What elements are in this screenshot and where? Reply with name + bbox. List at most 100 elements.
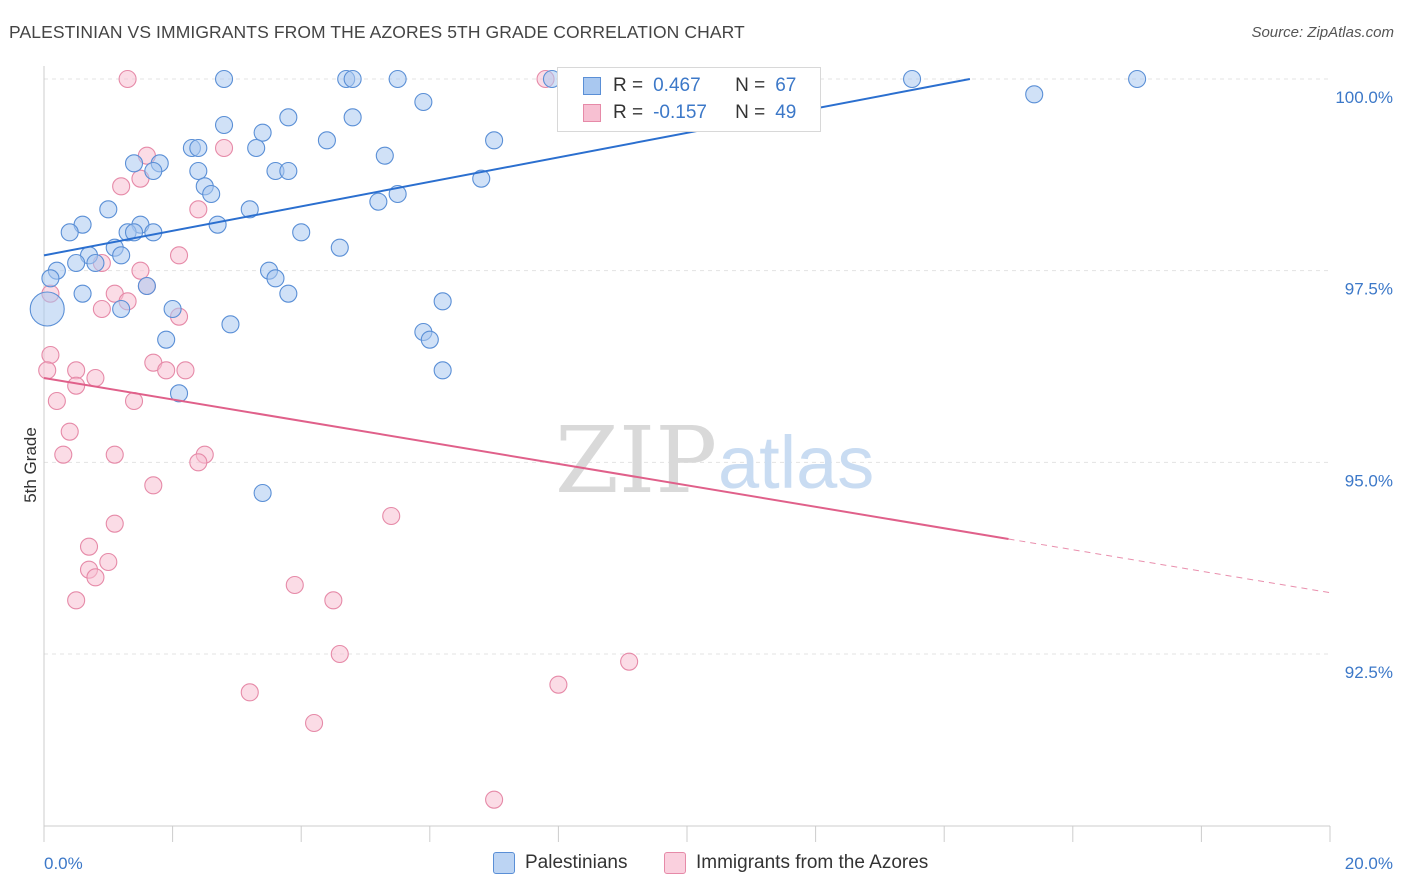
legend-r-label: R =	[613, 75, 644, 96]
azores-point	[99, 552, 118, 572]
palestinian-point	[317, 131, 336, 150]
y-axis-label: 5th Grade	[21, 427, 40, 503]
trend-lines	[43, 78, 1331, 594]
azores-point	[67, 591, 86, 610]
azores-point	[86, 568, 105, 587]
azores-point	[112, 177, 131, 196]
azores-trend-line	[43, 377, 1009, 540]
palestinian-point	[902, 69, 922, 89]
palestinian-point	[414, 92, 433, 112]
palestinian-point	[1025, 85, 1044, 104]
azores-point	[131, 261, 150, 280]
palestinian-point	[157, 330, 176, 349]
palestinian-point	[67, 253, 86, 273]
azores-point	[214, 138, 234, 158]
palestinian-point	[60, 223, 79, 242]
legend-item-palestinians[interactable]: Palestinians	[493, 852, 627, 874]
legend-row-palestinians: R = 0.467 N = 67	[583, 73, 796, 99]
palestinian-point	[1128, 69, 1147, 89]
palestinian-point	[137, 276, 156, 296]
azores-point	[324, 591, 343, 610]
azores-point	[189, 200, 208, 219]
palestinian-point	[163, 299, 182, 319]
palestinian-point	[240, 200, 259, 219]
palestinian-point	[41, 269, 60, 288]
azores-point	[620, 652, 639, 671]
x-tick-label: 0.0%	[44, 854, 83, 873]
watermark-zip: ZIP	[555, 407, 717, 514]
legend-r-value: 0.467	[653, 75, 701, 96]
palestinian-point	[253, 123, 272, 142]
azores-point	[485, 790, 504, 809]
azores-point	[189, 453, 208, 472]
tick-labels: 100.0% 97.5% 95.0% 92.5% 0.0% 20.0%	[44, 88, 1393, 873]
legend-swatch-pink	[583, 104, 601, 122]
palestinian-point	[330, 238, 349, 257]
y-tick-label: 97.5%	[1345, 280, 1393, 299]
palestinian-point	[253, 483, 272, 503]
palestinian-point	[99, 200, 118, 219]
palestinian-point	[420, 330, 439, 349]
palestinian-point	[202, 184, 221, 204]
legend-n-value: 49	[775, 102, 797, 123]
legend-item-azores[interactable]: Immigrants from the Azores	[664, 852, 928, 874]
palestinian-point	[433, 361, 452, 380]
azores-point	[118, 69, 137, 89]
palestinian-point	[189, 138, 208, 158]
palestinian-point	[112, 246, 131, 265]
palestinian-point	[433, 292, 452, 311]
legend-label-azores: Immigrants from the Azores	[696, 852, 929, 873]
azores-point	[47, 391, 66, 411]
legend-swatch-pink	[664, 852, 686, 874]
x-tick-label: 20.0%	[1345, 854, 1393, 873]
palestinian-point	[279, 108, 298, 127]
azores-trend-extension	[1008, 538, 1331, 594]
azores-point	[285, 575, 304, 595]
palestinian-point	[388, 69, 407, 89]
palestinian-point	[208, 215, 227, 234]
palestinian-point	[144, 161, 163, 181]
azores-point	[67, 361, 86, 380]
azores-point	[330, 644, 349, 664]
azores-point	[60, 422, 79, 441]
legend-n-label: N =	[735, 102, 766, 123]
palestinian-point	[29, 291, 65, 327]
azores-point	[105, 445, 124, 464]
palestinian-point	[279, 161, 298, 181]
azores-point	[176, 361, 195, 380]
azores-point	[67, 376, 86, 395]
palestinian-point	[343, 108, 362, 127]
palestinian-point	[247, 138, 266, 158]
palestinian-point	[112, 299, 131, 319]
palestinian-point	[221, 315, 240, 334]
azores-point	[549, 675, 568, 694]
palestinian-point	[266, 269, 285, 288]
chart-title: PALESTINIAN VS IMMIGRANTS FROM THE AZORE…	[9, 22, 745, 42]
palestinian-point	[369, 192, 388, 211]
azores-point	[305, 713, 324, 733]
legend-r-value: -0.157	[653, 102, 707, 123]
legend-label-palestinians: Palestinians	[525, 852, 628, 873]
palestinian-point	[292, 223, 311, 242]
palestinian-point	[124, 154, 144, 173]
grid-lines	[44, 78, 1330, 655]
watermark: ZIP atlas	[555, 407, 874, 514]
palestinians-trend-line	[43, 78, 971, 257]
palestinian-point	[214, 115, 234, 135]
watermark-atlas: atlas	[718, 421, 874, 504]
azores-point	[92, 299, 111, 319]
azores-point	[54, 445, 73, 464]
legend-r-label: R =	[613, 102, 644, 123]
palestinian-point	[375, 146, 394, 165]
axes	[43, 66, 1331, 842]
azores-point	[79, 537, 99, 556]
azores-point	[86, 368, 105, 388]
azores-point	[41, 345, 60, 365]
azores-point	[240, 683, 259, 702]
palestinian-point	[485, 131, 504, 150]
azores-point	[157, 361, 176, 380]
y-tick-label: 100.0%	[1335, 88, 1393, 107]
legend-n-value: 67	[775, 75, 797, 96]
azores-point	[169, 246, 189, 265]
